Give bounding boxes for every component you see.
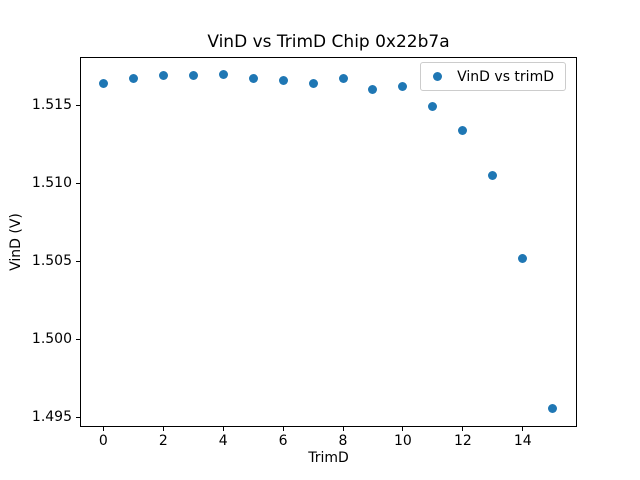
scatter-point [278, 75, 288, 85]
scatter-point [518, 253, 528, 263]
scatter-point [458, 125, 468, 135]
scatter-point [398, 82, 408, 92]
scatter-point [188, 71, 198, 81]
y-tick-mark [76, 104, 80, 106]
x-tick-mark [462, 427, 464, 431]
scatter-point [248, 74, 258, 84]
x-tick-mark [102, 427, 104, 431]
scatter-point [218, 69, 228, 79]
y-tick-label: 1.510 [31, 174, 72, 191]
x-tick-mark [222, 427, 224, 431]
scatter-point [428, 102, 438, 112]
plot-area: VinD vs trimD [80, 57, 577, 427]
y-tick-mark [76, 417, 80, 419]
x-tick-mark [282, 427, 284, 431]
x-tick-label: 0 [98, 433, 108, 449]
scatter-point [158, 71, 168, 81]
legend-label: VinD vs trimD [457, 68, 554, 85]
x-tick-label: 8 [338, 433, 348, 449]
x-tick-mark [522, 427, 524, 431]
x-tick-label: 2 [158, 433, 168, 449]
x-tick-mark [162, 427, 164, 431]
y-tick-label: 1.495 [31, 409, 72, 426]
legend-marker-icon [433, 72, 443, 81]
scatter-point [548, 403, 558, 413]
x-tick-label: 14 [513, 433, 532, 449]
x-tick-label: 10 [394, 433, 412, 449]
x-axis-label: TrimD [308, 450, 349, 466]
scatter-point [368, 85, 378, 95]
scatter-point [338, 74, 348, 84]
scatter-point [128, 74, 138, 84]
x-tick-label: 6 [278, 433, 288, 449]
x-tick-label: 4 [218, 433, 228, 449]
legend: VinD vs trimD [420, 62, 566, 91]
scatter-point [488, 171, 498, 181]
x-tick-mark [402, 427, 404, 431]
x-tick-mark [342, 427, 344, 431]
y-tick-mark [76, 182, 80, 184]
scatter-point [98, 79, 108, 89]
y-tick-label: 1.505 [31, 253, 72, 269]
chart-title: VinD vs TrimD Chip 0x22b7a [207, 32, 450, 52]
y-tick-mark [76, 339, 80, 341]
scatter-point [308, 79, 318, 89]
y-tick-label: 1.515 [31, 96, 72, 113]
y-tick-mark [76, 261, 80, 262]
x-tick-label: 12 [453, 433, 472, 449]
y-tick-label: 1.500 [31, 331, 72, 348]
